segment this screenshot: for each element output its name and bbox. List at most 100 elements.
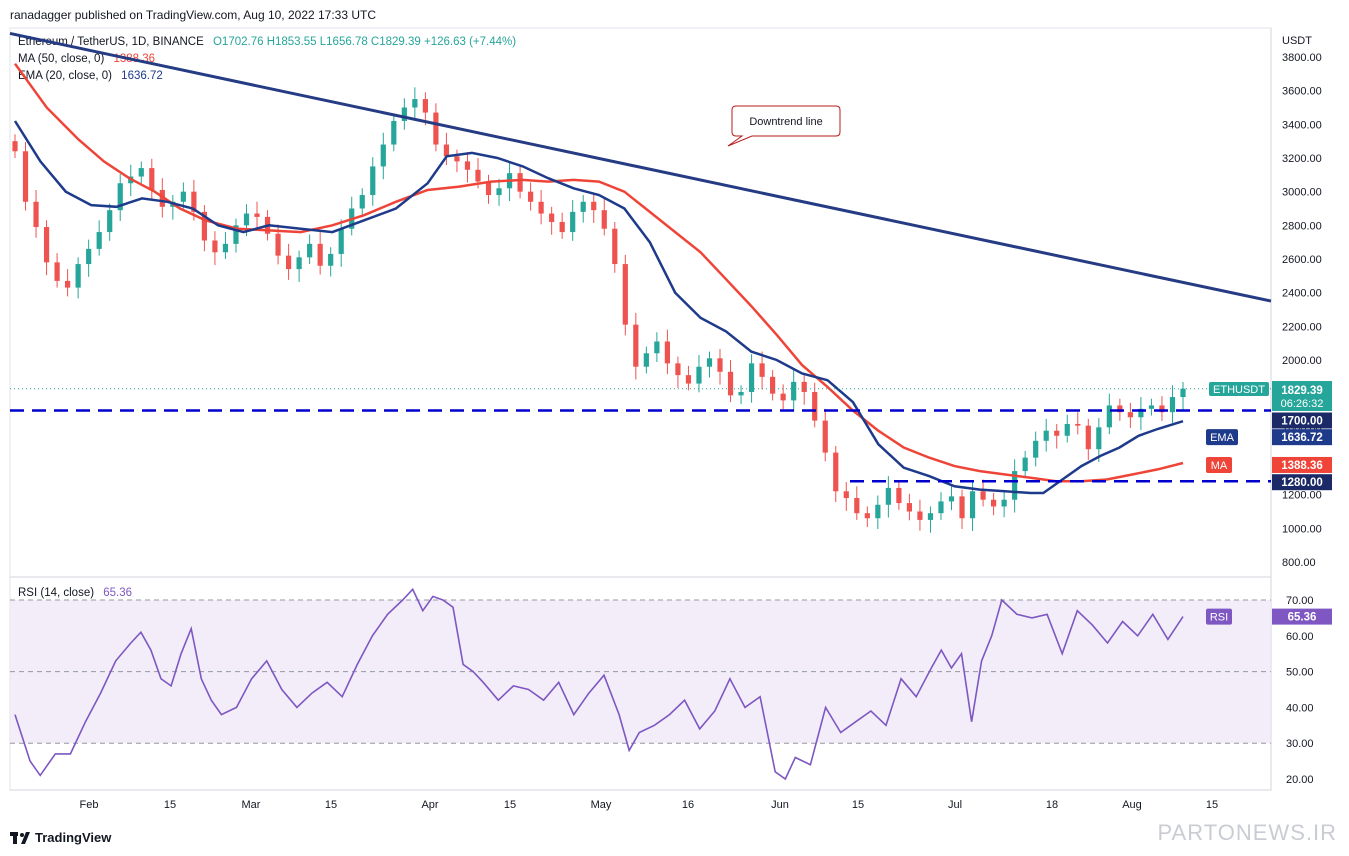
candle-body (359, 195, 365, 209)
candle-body (675, 363, 681, 376)
candle-body (969, 491, 976, 519)
time-tick-label: 15 (1206, 799, 1218, 811)
candle-body (475, 169, 481, 182)
candle-body (317, 243, 323, 266)
ema-tag: EMA 1636.72 (1206, 429, 1332, 446)
support-low-tag-value-bg (1272, 474, 1332, 491)
candle-body (822, 420, 828, 453)
last-price-value: 1829.39 (1281, 385, 1323, 397)
candle-body (201, 211, 208, 241)
candle-body (243, 213, 250, 226)
candle-body (791, 381, 797, 401)
candle-body (896, 487, 902, 504)
candle-body (443, 144, 450, 157)
candle-body (696, 366, 702, 384)
candle-body (65, 280, 71, 288)
candle-body (948, 496, 955, 502)
candle-body (612, 228, 618, 265)
ema-tag-value: 1636.72 (1281, 432, 1323, 444)
candle-body (86, 248, 92, 265)
time-tick-label: 15 (164, 799, 176, 811)
candle-body (559, 221, 565, 233)
support-high-tag-value-bg (1272, 412, 1332, 429)
candle-body (1138, 408, 1144, 418)
last-price-value-bg (1272, 381, 1332, 411)
candle-body (549, 213, 555, 222)
candle-body (454, 156, 460, 162)
candle-body (906, 503, 913, 512)
time-tick-label: 15 (852, 799, 864, 811)
candle-body (1127, 412, 1133, 418)
candle-body (1001, 499, 1007, 507)
ma50-line (13, 62, 1184, 483)
symbol-legend: Ethereum / TetherUS, 1D, BINANCE O1702.7… (18, 36, 516, 48)
candle-body (727, 371, 734, 396)
candle-body (54, 262, 60, 281)
price-axis-unit: USDT (1282, 35, 1312, 47)
ema-tag-label: EMA (1210, 432, 1235, 444)
countdown-timer: 06:26:32 (1281, 398, 1324, 410)
candle-body (75, 264, 81, 288)
rsi-tag: RSI 65.36 (1206, 608, 1332, 625)
rsi-tag-value: 65.36 (1288, 612, 1317, 624)
ema-legend[interactable]: EMA (20, close, 0) 1636.72 (18, 70, 163, 82)
candle-body (180, 191, 186, 202)
candle-body (843, 491, 849, 499)
ma-label: MA (50, close, 0) (18, 53, 105, 65)
ma-tag-label-bg (1206, 456, 1232, 473)
price-tick-label: 2000.00 (1282, 355, 1322, 367)
price-tick-label: 3600.00 (1282, 86, 1322, 98)
time-tick-label: Feb (80, 799, 99, 811)
candle-body (1096, 427, 1102, 450)
candle-body (254, 213, 260, 217)
candle-body (1012, 471, 1018, 500)
time-tick-label: 18 (1046, 799, 1058, 811)
candle-body (43, 227, 50, 263)
candle-body (338, 228, 344, 254)
support-low-tag-value: 1280.00 (1281, 477, 1323, 489)
candle-body (1054, 430, 1060, 436)
candle-body (633, 324, 639, 367)
rsi-tag-value-bg (1272, 608, 1332, 625)
price-tick-label: 800.00 (1282, 557, 1316, 569)
candle-body (96, 232, 102, 249)
candle-body (433, 112, 439, 145)
time-tick-label: Mar (242, 799, 261, 811)
candle-body (654, 341, 660, 354)
ema-tag-label-bg (1206, 429, 1238, 446)
price-tick-label: 3400.00 (1282, 119, 1322, 131)
downtrend-line (9, 31, 1272, 303)
ohlc-values: O1702.76 H1853.55 L1656.78 C1829.39 +126… (212, 36, 517, 48)
candle-body (643, 353, 649, 367)
price-tick-label: 2800.00 (1282, 220, 1322, 232)
rsi-tick-label: 30.00 (1286, 738, 1314, 750)
ema-value: 1636.72 (121, 70, 163, 82)
candle-body (601, 210, 607, 229)
tradingview-logo[interactable]: TradingView (10, 830, 111, 845)
candle-body (1075, 423, 1081, 426)
candle-body (717, 358, 723, 372)
candle-body (864, 513, 870, 519)
price-tick-label: 2200.00 (1282, 321, 1322, 333)
candle-body (1085, 425, 1091, 450)
candle-body (990, 499, 997, 507)
candle-body (938, 501, 944, 514)
candle-body (917, 511, 923, 520)
rsi-tag-label-bg (1206, 608, 1232, 625)
candle-body (328, 253, 334, 266)
candle-body (1169, 397, 1176, 413)
candle-body (1159, 405, 1165, 413)
candle-body (622, 264, 628, 325)
rsi-legend[interactable]: RSI (14, close) 65.36 (18, 587, 132, 599)
ma-tag-value: 1388.36 (1281, 460, 1323, 472)
ema20-line (13, 120, 1184, 495)
rsi-tick-label: 40.00 (1286, 702, 1314, 714)
time-tick-label: Aug (1122, 799, 1142, 811)
last-price-symbol-bg (1209, 382, 1269, 396)
ema-tag-value-bg (1272, 429, 1332, 446)
candle-body (1117, 405, 1123, 413)
support-high-tag: 1700.00 (1272, 412, 1332, 429)
tradingview-logo-icon (10, 831, 30, 844)
candle-body (159, 189, 165, 207)
